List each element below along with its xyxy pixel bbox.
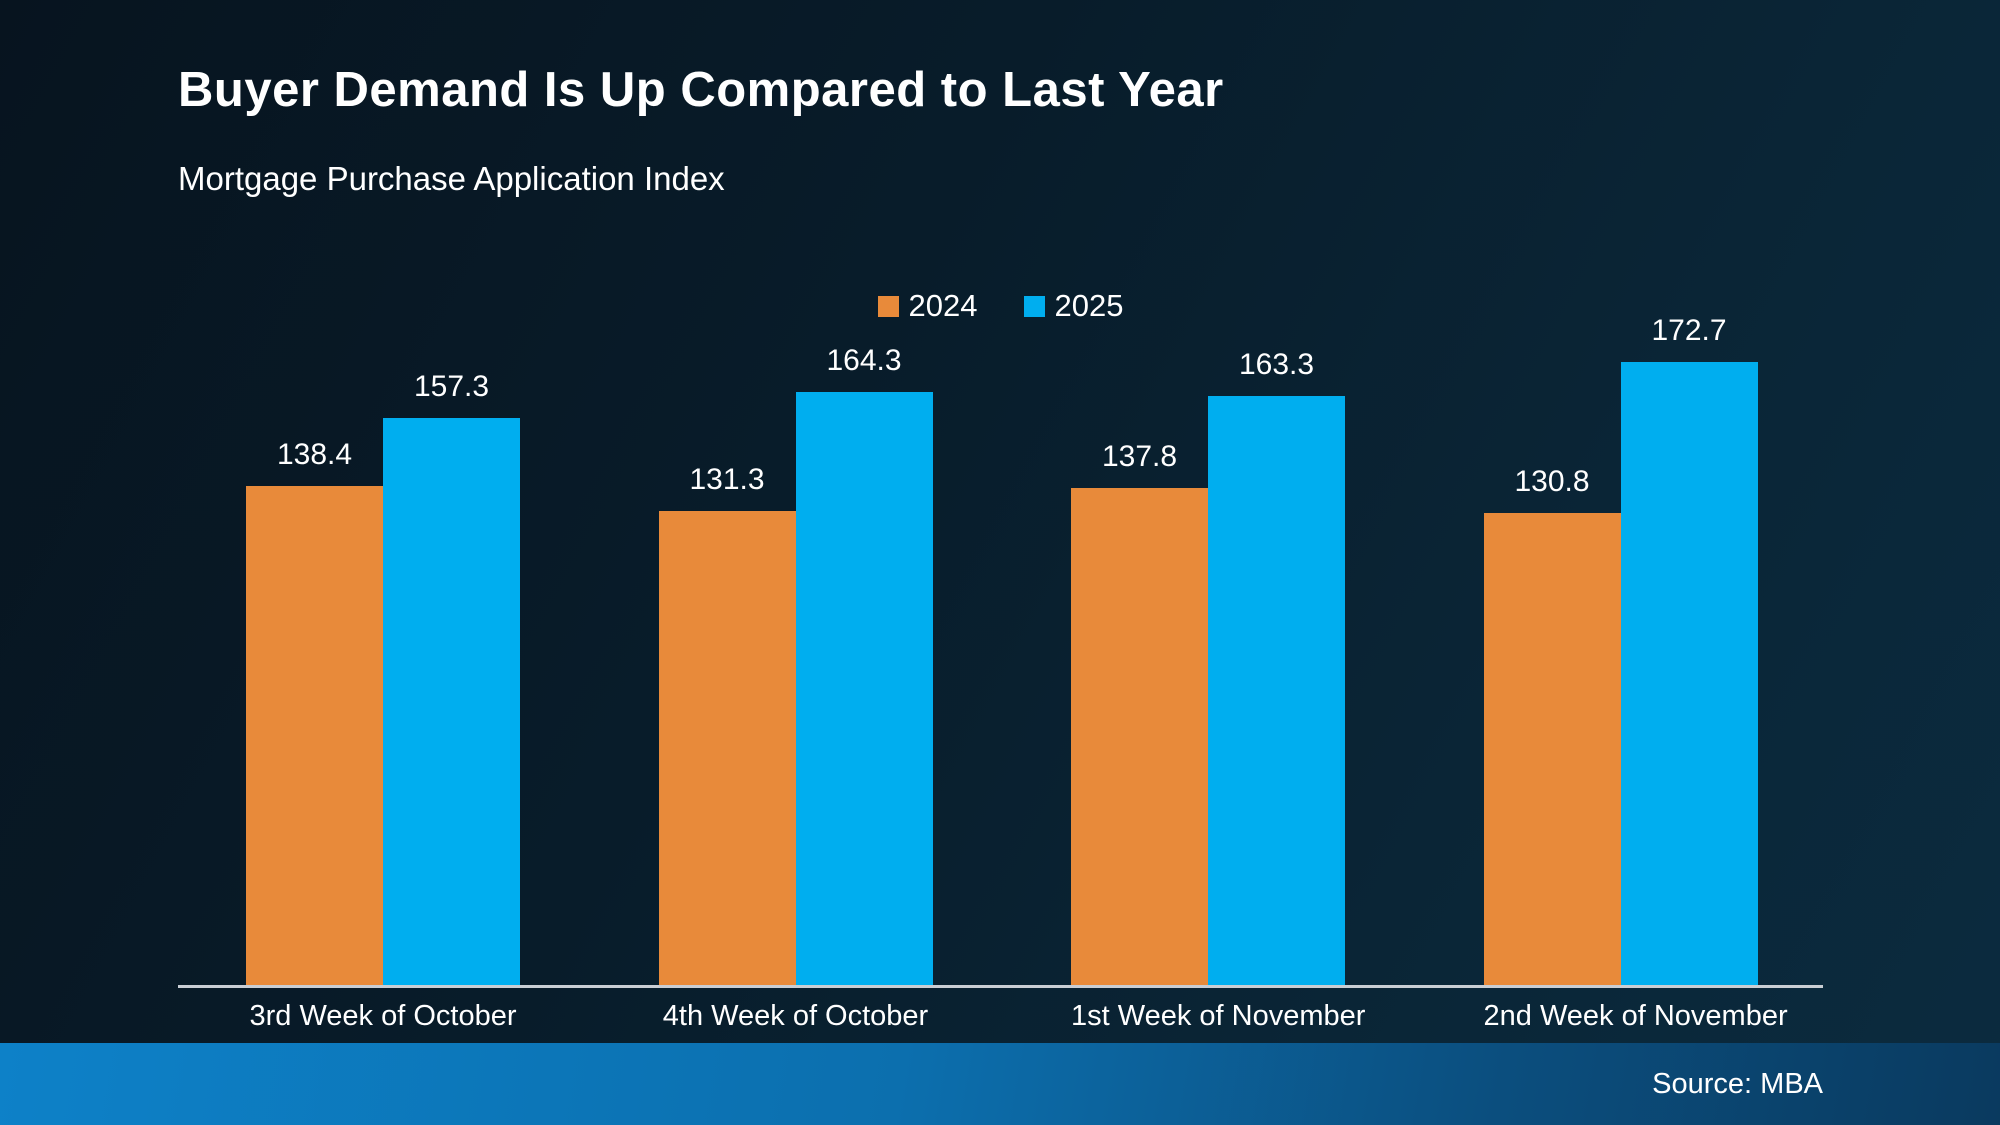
chart-title: Buyer Demand Is Up Compared to Last Year [178,63,1224,117]
chart-subtitle: Mortgage Purchase Application Index [178,160,725,197]
bar-group-4: 130.8 172.7 [1483,285,1758,985]
legend-swatch-2024-icon [877,295,899,317]
category-label-4: 2nd Week of November [1483,1000,1788,1032]
x-axis-line [178,985,1823,988]
legend-item-2024: 2024 [877,288,978,324]
value-label-2025-2: 164.3 [826,344,902,377]
legend-label-2024: 2024 [908,288,978,323]
source-label: Source: MBA [1652,1067,1823,1100]
category-label-2: 4th Week of October [662,1000,929,1032]
bar-2025-1 [383,418,520,985]
legend-swatch-2025-icon [1023,295,1045,317]
value-label-2025-3: 163.3 [1238,348,1315,381]
bar-2025-3 [1208,396,1345,985]
bar-2025-4 [1620,362,1758,985]
legend-item-2025: 2025 [1023,288,1124,324]
bar-group-3: 137.8 163.3 [1071,285,1345,985]
bar-2024-3 [1071,488,1208,985]
legend-label-2025: 2025 [1054,288,1124,323]
value-label-2024-4: 130.8 [1514,465,1590,498]
bar-2024-2 [658,511,796,985]
bar-group-1: 138.4 157.3 [246,285,520,985]
bar-2024-1 [246,486,383,985]
value-label-2024-2: 131.3 [689,463,765,496]
value-label-2024-1: 138.4 [276,438,353,471]
category-labels: 3rd Week of October 4th Week of October 1s… [178,1000,1823,1040]
value-label-2025-4: 172.7 [1651,314,1727,347]
bar-2025-2 [795,392,933,985]
plot-area: 138.4 157.3 131.3 164.3 137.8 163.3 130.8 172.7 [178,285,1823,985]
value-label-2025-1: 157.3 [413,370,490,403]
category-label-3: 1st Week of November [1071,1000,1366,1032]
category-label-1: 3rd Week of October [249,1000,517,1032]
legend: 2024 2025 [178,288,1823,324]
footer-band: Source: MBA [0,1043,2000,1125]
bar-group-2: 131.3 164.3 [658,285,933,985]
bar-2024-4 [1483,513,1621,985]
value-label-2024-3: 137.8 [1101,440,1178,473]
